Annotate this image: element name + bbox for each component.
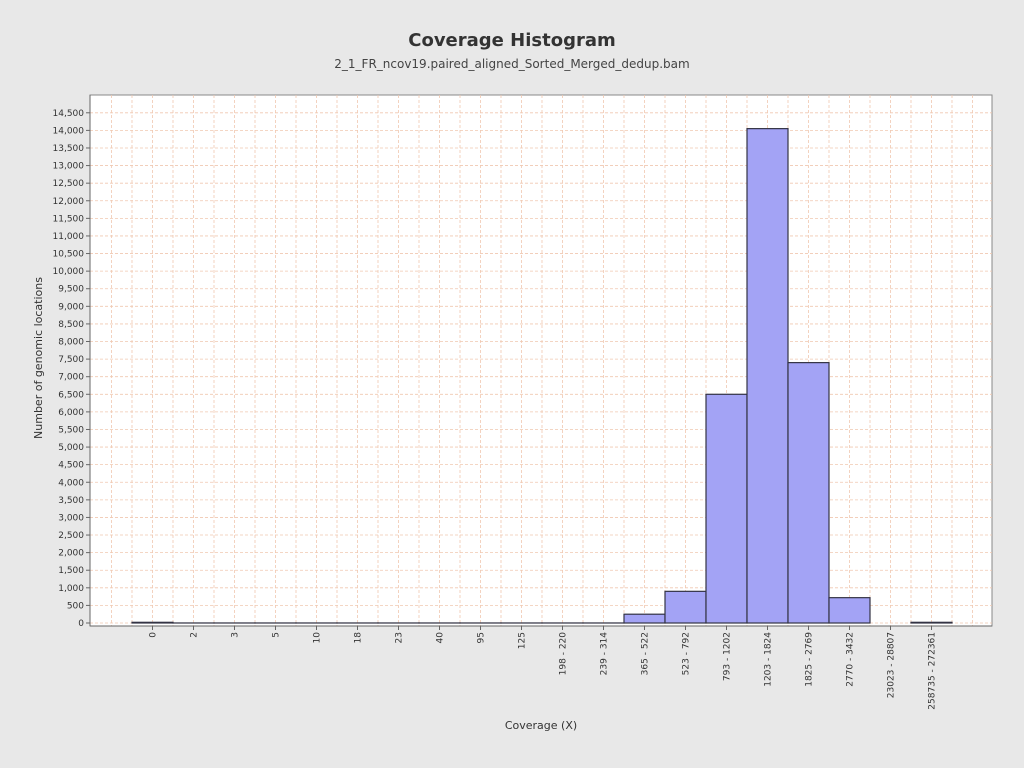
x-tick-label: 5 xyxy=(272,632,282,638)
histogram-bar xyxy=(787,362,830,624)
x-tick-label: 125 xyxy=(518,632,528,649)
x-tick-label: 10 xyxy=(313,632,323,644)
y-tick-label: 11,500 xyxy=(53,214,85,224)
y-tick-label: 8,000 xyxy=(58,338,84,348)
y-tick-label: 6,500 xyxy=(58,390,84,400)
y-tick-label: 4,500 xyxy=(58,461,84,471)
y-tick-label: 9,000 xyxy=(58,302,84,312)
y-tick-label: 10,000 xyxy=(53,267,85,277)
grid-layer xyxy=(89,94,993,627)
histogram-bar xyxy=(705,393,748,624)
histogram-bar xyxy=(828,597,871,624)
axes-layer: 0 500 1,000 1,500 2,000 2,500 3,000 3,500 4,000 4… xyxy=(53,95,992,710)
x-tick-label: 1203 - 1824 xyxy=(764,632,774,687)
histogram-bar xyxy=(746,128,789,624)
y-tick-label: 14,500 xyxy=(53,109,85,119)
x-axis-label: Coverage (X) xyxy=(505,719,577,732)
x-tick-label: 0 xyxy=(149,632,159,638)
y-tick-label: 4,000 xyxy=(58,478,84,488)
x-tick-label: 239 - 314 xyxy=(600,632,610,676)
x-tick-label: 523 - 792 xyxy=(682,632,692,675)
y-tick-label: 13,000 xyxy=(53,162,85,172)
plot-area xyxy=(89,94,993,627)
y-tick-label: 7,500 xyxy=(58,355,84,365)
bars-layer xyxy=(131,128,953,624)
x-tick-label: 2770 - 3432 xyxy=(846,632,856,687)
histogram-bar xyxy=(664,590,707,624)
x-tick-label: 18 xyxy=(354,632,364,644)
x-tick-label: 23 xyxy=(395,632,405,643)
histogram-bar xyxy=(131,621,174,624)
y-axis-label: Number of genomic locations xyxy=(32,277,45,439)
y-tick-label: 11,000 xyxy=(53,232,85,242)
x-tick-label: 3 xyxy=(231,632,241,638)
histogram-bar xyxy=(623,613,666,624)
y-tick-label: 12,000 xyxy=(53,197,85,207)
x-tick-label: 198 - 220 xyxy=(559,632,569,676)
x-tick-label: 793 - 1202 xyxy=(723,632,733,681)
x-tick-label: 2 xyxy=(190,632,200,638)
y-tick-label: 500 xyxy=(67,601,84,611)
y-tick-label: 8,500 xyxy=(58,320,84,330)
y-tick-label: 3,500 xyxy=(58,496,84,506)
y-tick-label: 10,500 xyxy=(53,250,85,260)
y-tick-label: 13,500 xyxy=(53,144,85,154)
y-tick-label: 12,500 xyxy=(53,179,85,189)
x-tick-label: 40 xyxy=(436,632,446,644)
y-tick-label: 1,000 xyxy=(58,584,84,594)
y-tick-label: 2,000 xyxy=(58,549,84,559)
y-tick-label: 7,000 xyxy=(58,373,84,383)
y-tick-label: 2,500 xyxy=(58,531,84,541)
y-tick-label: 6,000 xyxy=(58,408,84,418)
chart-title: Coverage Histogram xyxy=(408,30,616,51)
y-tick-label: 1,500 xyxy=(58,566,84,576)
x-tick-label: 258735 - 272361 xyxy=(928,632,938,710)
y-tick-label: 5,000 xyxy=(58,443,84,453)
histogram-bar xyxy=(910,621,953,624)
y-tick-label: 9,500 xyxy=(58,285,84,295)
x-tick-label: 365 - 522 xyxy=(641,632,651,675)
x-tick-label: 95 xyxy=(477,632,487,643)
y-tick-label: 14,000 xyxy=(53,126,85,136)
x-tick-label: 1825 - 2769 xyxy=(805,632,815,687)
chart-subtitle: 2_1_FR_ncov19.paired_aligned_Sorted_Merg… xyxy=(334,57,690,71)
y-tick-label: 3,000 xyxy=(58,513,84,523)
y-tick-label: 0 xyxy=(78,619,84,629)
y-tick-label: 5,500 xyxy=(58,425,84,435)
x-tick-label: 23023 - 28807 xyxy=(887,632,897,698)
